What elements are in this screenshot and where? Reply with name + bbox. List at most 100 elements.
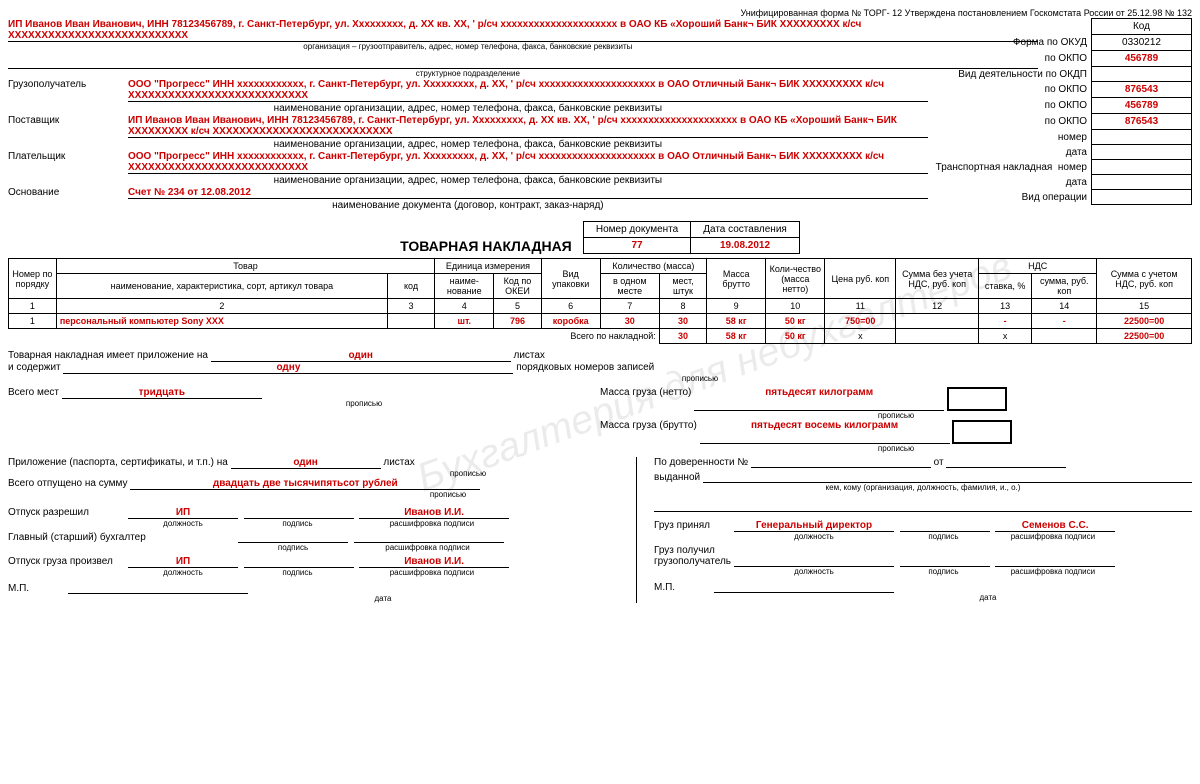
- struct-sub: структурное подразделение: [8, 69, 1038, 78]
- r-n: 1: [9, 314, 57, 329]
- col-5: Код по ОКЕИ: [494, 274, 541, 299]
- foot-l1b: листах: [513, 350, 544, 362]
- r5: расшифровка подписи: [993, 567, 1113, 576]
- summ-value: двадцать две тысячипятьсот рублей: [130, 478, 480, 490]
- vidop-label: Вид операции: [928, 190, 1092, 205]
- okud-label: Форма по ОКУД: [928, 35, 1092, 51]
- col-8: мест, штук: [659, 274, 706, 299]
- cn-14: 14: [1032, 299, 1097, 314]
- r-netto: 50 кг: [766, 314, 825, 329]
- vsego-mest-value: тридцать: [62, 387, 262, 399]
- d1: должность: [128, 519, 238, 528]
- gruzpol-sign: [900, 545, 990, 567]
- kem-sub: кем, кому (организация, должность, фамил…: [654, 483, 1192, 492]
- cn-4: 4: [435, 299, 494, 314]
- tn-data-label: дата: [928, 175, 1092, 190]
- p3: подпись: [242, 568, 352, 577]
- tn-nomer-label: номер: [1058, 162, 1087, 173]
- col-13b: ставка, %: [979, 274, 1032, 299]
- recipient-sub: наименование организации, адрес, номер т…: [8, 103, 1038, 114]
- d5: должность: [734, 567, 894, 576]
- mp1: М.П.: [8, 583, 68, 594]
- col-6: Вид упаковки: [541, 259, 600, 299]
- buh-label: Главный (старший) бухгалтер: [8, 532, 238, 543]
- prop6: прописью: [268, 490, 628, 499]
- r-total: 22500=00: [1097, 314, 1192, 329]
- cn-10: 10: [766, 299, 825, 314]
- okpo1-value: 456789: [1092, 51, 1192, 67]
- date1-sub: дата: [138, 594, 628, 603]
- foot-prop1: прописью: [208, 374, 1192, 383]
- r-code: [387, 314, 434, 329]
- okdp-value: [1092, 67, 1192, 82]
- d3: должность: [128, 568, 238, 577]
- otpusk-pos: ИП: [128, 507, 238, 519]
- basis-text: Счет № 234 от 12.08.2012: [128, 187, 928, 199]
- docdate-header: Дата составления: [691, 222, 800, 238]
- r-qty2: 30: [659, 314, 706, 329]
- okpo3-label: по ОКПО: [928, 98, 1092, 114]
- main-table: Номер по порядку Товар Единица измерения…: [8, 258, 1192, 344]
- prop4: прописью: [600, 444, 1192, 453]
- supplier-sub: наименование организации, адрес, номер т…: [8, 139, 1038, 150]
- okpo1-label: по ОКПО: [928, 51, 1092, 67]
- cn-2: 2: [56, 299, 387, 314]
- otpusk2-pos: ИП: [128, 556, 238, 568]
- cn-1: 1: [9, 299, 57, 314]
- cn-5: 5: [494, 299, 541, 314]
- r-unit: шт.: [435, 314, 494, 329]
- col-13a: НДС: [979, 259, 1097, 274]
- cn-3: 3: [387, 299, 434, 314]
- pril-b: листах: [383, 457, 414, 469]
- dover-num: [751, 457, 931, 468]
- codes-table: Код Форма по ОКУД0330212 по ОКПО456789 В…: [928, 18, 1192, 205]
- payer-label: Плательщик: [8, 151, 128, 174]
- r3: расшифровка подписи: [357, 568, 507, 577]
- col-10: Коли-чество (масса нетто): [766, 259, 825, 299]
- gruzpol-label: Груз получил грузополучатель: [654, 545, 734, 567]
- cn-9: 9: [707, 299, 766, 314]
- docnum-table: Номер документаДата составления 7719.08.…: [583, 221, 800, 254]
- t-total: 22500=00: [1097, 329, 1192, 344]
- col-9: Масса брутто: [707, 259, 766, 299]
- buh-sign: [238, 532, 348, 543]
- docnum-header: Номер документа: [583, 222, 690, 238]
- foot-l2b: порядковых номеров записей: [516, 362, 654, 374]
- vsego-mest-label: Всего мест: [8, 387, 59, 399]
- stamp-box-2: [952, 420, 1012, 444]
- gruzpri-label: Груз принял: [654, 520, 734, 532]
- t-x1: х: [825, 329, 896, 344]
- r-name: персональный компьютер Sony XXX: [56, 314, 387, 329]
- d4: должность: [734, 532, 894, 541]
- col-3: код: [387, 274, 434, 299]
- transport-label: Транспортная накладная: [936, 162, 1053, 173]
- r-ndsrate: -: [979, 314, 1032, 329]
- payer-text: ООО "Прогресс" ИНН хххххххххххх, г. Санк…: [128, 151, 928, 174]
- date1: [68, 583, 248, 594]
- otpusk-name: Иванов И.И.: [359, 507, 509, 519]
- t-netto: 50 кг: [766, 329, 825, 344]
- dover-date: [946, 457, 1066, 468]
- r-pack: коробка: [541, 314, 600, 329]
- pril-label: Приложение (паспорта, сертификаты, и т.п…: [8, 457, 228, 469]
- okpo4-value: 876543: [1092, 114, 1192, 130]
- nomer-label: номер: [928, 130, 1092, 145]
- pril-value: один: [231, 457, 381, 469]
- data-row: 1 персональный компьютер Sony XXX шт. 79…: [9, 314, 1192, 329]
- col-1: Номер по порядку: [9, 259, 57, 299]
- code-header: Код: [1092, 19, 1192, 35]
- sender-sub: организация – грузоотправитель, адрес, н…: [8, 42, 1038, 51]
- gruzpri-pos: Генеральный директор: [734, 520, 894, 532]
- r-brutto: 58 кг: [707, 314, 766, 329]
- p4: подпись: [898, 532, 988, 541]
- otpusk-sign: [244, 507, 354, 519]
- r2: расшифровка подписи: [352, 543, 502, 552]
- col-14: сумма, руб. коп: [1032, 274, 1097, 299]
- doc-title: ТОВАРНАЯ НАКЛАДНАЯ: [400, 238, 572, 254]
- recipient-text: ООО "Прогресс" ИНН хххххххххххх, г. Санк…: [128, 79, 928, 102]
- cn-6: 6: [541, 299, 600, 314]
- vydan-label: выданной: [654, 472, 700, 483]
- data-label: дата: [928, 145, 1092, 160]
- gruzpol-name: [995, 545, 1115, 567]
- okpo2-label: по ОКПО: [928, 82, 1092, 98]
